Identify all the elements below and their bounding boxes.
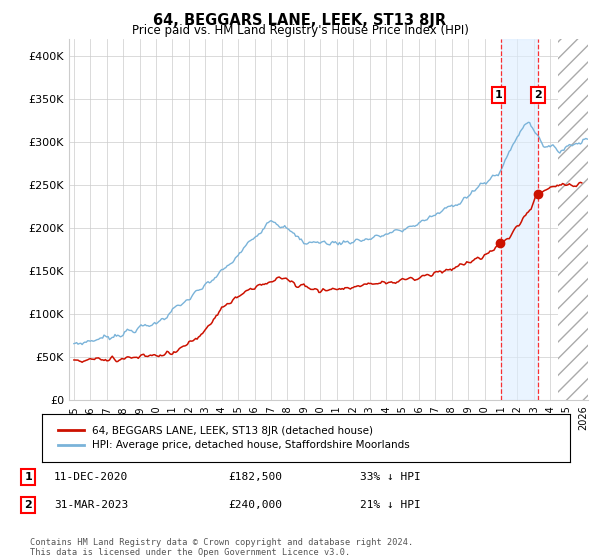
Bar [501,39,538,400]
Text: 21% ↓ HPI: 21% ↓ HPI [360,500,421,510]
Text: 11-DEC-2020: 11-DEC-2020 [54,472,128,482]
Text: £182,500: £182,500 [228,472,282,482]
Text: 64, BEGGARS LANE, LEEK, ST13 8JR: 64, BEGGARS LANE, LEEK, ST13 8JR [154,13,446,28]
Text: 1: 1 [25,472,32,482]
Text: Contains HM Land Registry data © Crown copyright and database right 2024.
This d: Contains HM Land Registry data © Crown c… [30,538,413,557]
Text: 31-MAR-2023: 31-MAR-2023 [54,500,128,510]
Text: Price paid vs. HM Land Registry's House Price Index (HPI): Price paid vs. HM Land Registry's House … [131,24,469,37]
Text: 2: 2 [25,500,32,510]
Text: 33% ↓ HPI: 33% ↓ HPI [360,472,421,482]
Text: 1: 1 [494,90,502,100]
Legend: 64, BEGGARS LANE, LEEK, ST13 8JR (detached house), HPI: Average price, detached : 64, BEGGARS LANE, LEEK, ST13 8JR (detach… [52,421,415,455]
Text: £240,000: £240,000 [228,500,282,510]
Text: 2: 2 [534,90,542,100]
